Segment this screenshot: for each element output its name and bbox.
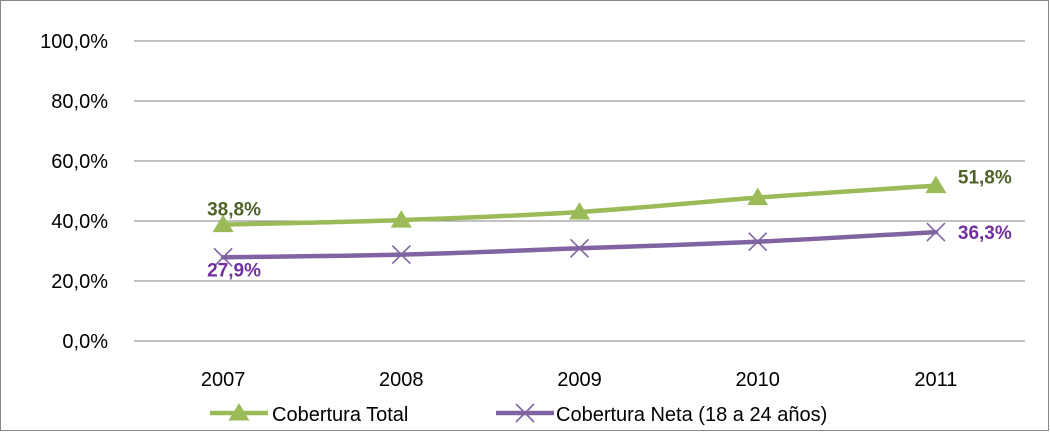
x-tick-label: 2010 [735, 369, 780, 391]
x-tick-label: 2009 [557, 369, 602, 391]
legend-label: Cobertura Total [272, 404, 408, 426]
data-point-marker [212, 214, 234, 233]
legend-label: Cobertura Neta (18 a 24 años) [556, 404, 827, 426]
gridlines [134, 40, 1025, 342]
series-cobertura-neta [213, 222, 946, 267]
data-point-marker [391, 245, 411, 265]
y-tick-label: 20,0% [51, 271, 108, 293]
data-point-marker [213, 247, 233, 267]
x-tick-label: 2011 [914, 369, 957, 391]
data-point-marker [747, 187, 769, 206]
data-labels: 38,8% 51,8% 27,9% 36,3% [207, 168, 1012, 282]
y-tick-label: 40,0% [51, 211, 108, 233]
y-tick-label: 0,0% [62, 331, 108, 353]
data-label: 38,8% [207, 200, 261, 221]
y-axis-tick-labels: 0,0% 20,0% 40,0% 60,0% 80,0% 100,0% [40, 31, 108, 353]
y-tick-label: 60,0% [51, 151, 108, 173]
legend-item: Cobertura Neta (18 a 24 años) [496, 403, 827, 426]
legend: Cobertura Total Cobertura Neta (18 a 24 a… [210, 403, 827, 426]
y-tick-label: 100,0% [40, 31, 108, 53]
x-axis-tick-labels: 2007 2008 2009 2010 2011 [201, 369, 958, 391]
y-tick-label: 80,0% [51, 91, 108, 113]
legend-item: Cobertura Total [210, 403, 408, 426]
data-point-marker [390, 210, 412, 228]
series-cobertura-total [212, 175, 947, 233]
data-label: 36,3% [958, 223, 1012, 244]
data-point-marker [569, 238, 590, 258]
series-lines [212, 175, 947, 267]
x-tick-label: 2007 [201, 369, 246, 391]
legend-marker [228, 403, 250, 421]
data-point-marker [748, 232, 768, 252]
legend-marker [515, 403, 535, 423]
data-label: 27,9% [207, 260, 261, 281]
data-label: 51,8% [958, 168, 1012, 189]
data-point-marker [569, 202, 590, 220]
data-point-marker [925, 175, 947, 194]
x-tick-label: 2008 [379, 369, 424, 391]
data-point-marker [926, 222, 946, 242]
